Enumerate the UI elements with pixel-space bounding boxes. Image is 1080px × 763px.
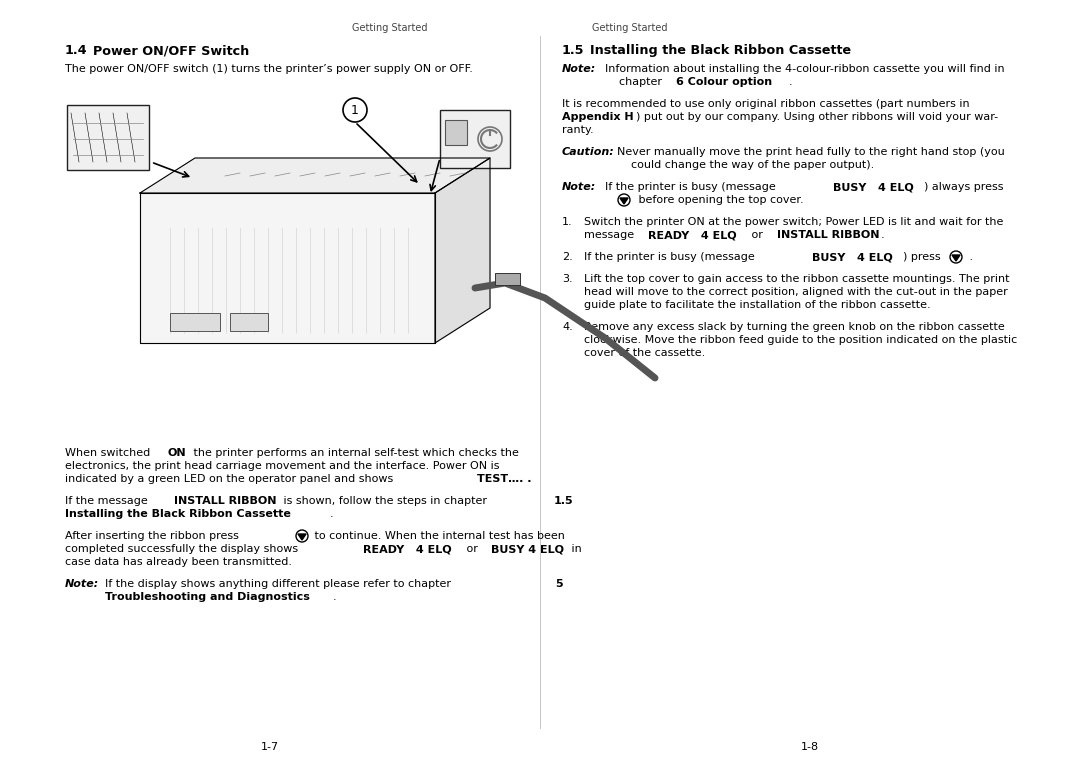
- Text: Getting Started: Getting Started: [352, 23, 428, 33]
- Text: 6 Colour option: 6 Colour option: [676, 77, 772, 87]
- Text: chapter: chapter: [619, 77, 665, 87]
- Text: Installing the Black Ribbon Cassette: Installing the Black Ribbon Cassette: [590, 44, 851, 57]
- Text: Installing the Black Ribbon Cassette: Installing the Black Ribbon Cassette: [65, 509, 291, 519]
- Text: head will move to the correct position, aligned with the cut-out in the paper: head will move to the correct position, …: [584, 287, 1008, 297]
- Text: the printer performs an internal self-test which checks the: the printer performs an internal self-te…: [190, 448, 518, 458]
- Text: .: .: [330, 509, 334, 519]
- Text: Appendix H: Appendix H: [562, 112, 634, 122]
- Text: After inserting the ribbon press: After inserting the ribbon press: [65, 531, 242, 541]
- Text: could change the way of the paper output).: could change the way of the paper output…: [631, 160, 874, 170]
- Text: .: .: [881, 230, 885, 240]
- Text: TEST…. .: TEST…. .: [477, 474, 531, 484]
- Text: When switched: When switched: [65, 448, 153, 458]
- Text: or: or: [748, 230, 767, 240]
- Text: 1: 1: [351, 105, 359, 118]
- Text: Note:: Note:: [562, 64, 596, 74]
- FancyBboxPatch shape: [440, 110, 510, 168]
- Text: ) put out by our company. Using other ribbons will void your war-: ) put out by our company. Using other ri…: [636, 112, 998, 122]
- Text: BUSY   4 ELQ: BUSY 4 ELQ: [833, 182, 914, 192]
- Text: If the printer is busy (message: If the printer is busy (message: [605, 182, 780, 192]
- Text: clockwise. Move the ribbon feed guide to the position indicated on the plastic: clockwise. Move the ribbon feed guide to…: [584, 335, 1017, 345]
- Text: 1.4: 1.4: [65, 44, 87, 57]
- Text: INSTALL RIBBON: INSTALL RIBBON: [777, 230, 879, 240]
- Text: Switch the printer ON at the power switch; Power LED is lit and wait for the: Switch the printer ON at the power switc…: [584, 217, 1003, 227]
- FancyBboxPatch shape: [170, 313, 220, 331]
- Text: 1-8: 1-8: [801, 742, 819, 752]
- Text: is shown, follow the steps in chapter: is shown, follow the steps in chapter: [280, 496, 490, 506]
- Text: message: message: [584, 230, 637, 240]
- Text: 1.5: 1.5: [562, 44, 584, 57]
- Text: 1.: 1.: [562, 217, 572, 227]
- Text: 5: 5: [555, 579, 563, 589]
- Text: 2.: 2.: [562, 252, 572, 262]
- Text: Troubleshooting and Diagnostics: Troubleshooting and Diagnostics: [105, 592, 310, 602]
- Text: in: in: [568, 544, 582, 554]
- Polygon shape: [435, 158, 490, 343]
- Text: The power ON/OFF switch (1) turns the printer’s power supply ON or OFF.: The power ON/OFF switch (1) turns the pr…: [65, 64, 473, 74]
- Text: 4.: 4.: [562, 322, 572, 332]
- Polygon shape: [298, 534, 306, 540]
- FancyBboxPatch shape: [495, 273, 519, 285]
- Text: 1.5: 1.5: [554, 496, 573, 506]
- Text: 3.: 3.: [562, 274, 572, 284]
- Text: case data has already been transmitted.: case data has already been transmitted.: [65, 557, 292, 567]
- Text: READY   4 ELQ: READY 4 ELQ: [648, 230, 737, 240]
- Polygon shape: [140, 193, 435, 343]
- Text: Remove any excess slack by turning the green knob on the ribbon cassette: Remove any excess slack by turning the g…: [584, 322, 1004, 332]
- Text: BUSY 4 ELQ: BUSY 4 ELQ: [491, 544, 564, 554]
- Text: READY   4 ELQ: READY 4 ELQ: [363, 544, 451, 554]
- Text: Lift the top cover to gain access to the ribbon cassette mountings. The print: Lift the top cover to gain access to the…: [584, 274, 1010, 284]
- Text: Never manually move the print head fully to the right hand stop (you: Never manually move the print head fully…: [617, 147, 1004, 157]
- FancyBboxPatch shape: [230, 313, 268, 331]
- Text: If the printer is busy (message: If the printer is busy (message: [584, 252, 758, 262]
- Text: .: .: [966, 252, 973, 262]
- Text: Getting Started: Getting Started: [592, 23, 667, 33]
- Text: before opening the top cover.: before opening the top cover.: [635, 195, 804, 205]
- Text: ON: ON: [168, 448, 187, 458]
- Text: BUSY   4 ELQ: BUSY 4 ELQ: [812, 252, 893, 262]
- Text: or: or: [463, 544, 482, 554]
- Text: to continue. When the internal test has been: to continue. When the internal test has …: [311, 531, 565, 541]
- FancyBboxPatch shape: [445, 120, 467, 145]
- Polygon shape: [951, 255, 960, 261]
- Text: electronics, the print head carriage movement and the interface. Power ON is: electronics, the print head carriage mov…: [65, 461, 499, 471]
- Text: ranty.: ranty.: [562, 125, 594, 135]
- FancyBboxPatch shape: [67, 105, 149, 170]
- Text: Information about installing the 4-colour-ribbon cassette you will find in: Information about installing the 4-colou…: [605, 64, 1004, 74]
- Polygon shape: [620, 198, 627, 204]
- Text: If the display shows anything different please refer to chapter: If the display shows anything different …: [105, 579, 455, 589]
- Text: ) always press: ) always press: [924, 182, 1003, 192]
- Polygon shape: [140, 158, 490, 193]
- Text: It is recommended to use only original ribbon cassettes (part numbers in: It is recommended to use only original r…: [562, 99, 970, 109]
- Text: indicated by a green LED on the operator panel and shows: indicated by a green LED on the operator…: [65, 474, 396, 484]
- Text: INSTALL RIBBON: INSTALL RIBBON: [174, 496, 276, 506]
- Text: .: .: [333, 592, 337, 602]
- Text: If the message: If the message: [65, 496, 151, 506]
- Text: ) press: ) press: [903, 252, 944, 262]
- Text: .: .: [789, 77, 793, 87]
- Text: guide plate to facilitate the installation of the ribbon cassette.: guide plate to facilitate the installati…: [584, 300, 931, 310]
- Text: cover of the cassette.: cover of the cassette.: [584, 348, 705, 358]
- Text: 1-7: 1-7: [261, 742, 279, 752]
- Text: Power ON/OFF Switch: Power ON/OFF Switch: [93, 44, 249, 57]
- Text: Note:: Note:: [562, 182, 596, 192]
- Text: Caution:: Caution:: [562, 147, 615, 157]
- Text: Note:: Note:: [65, 579, 99, 589]
- Text: completed successfully the display shows: completed successfully the display shows: [65, 544, 301, 554]
